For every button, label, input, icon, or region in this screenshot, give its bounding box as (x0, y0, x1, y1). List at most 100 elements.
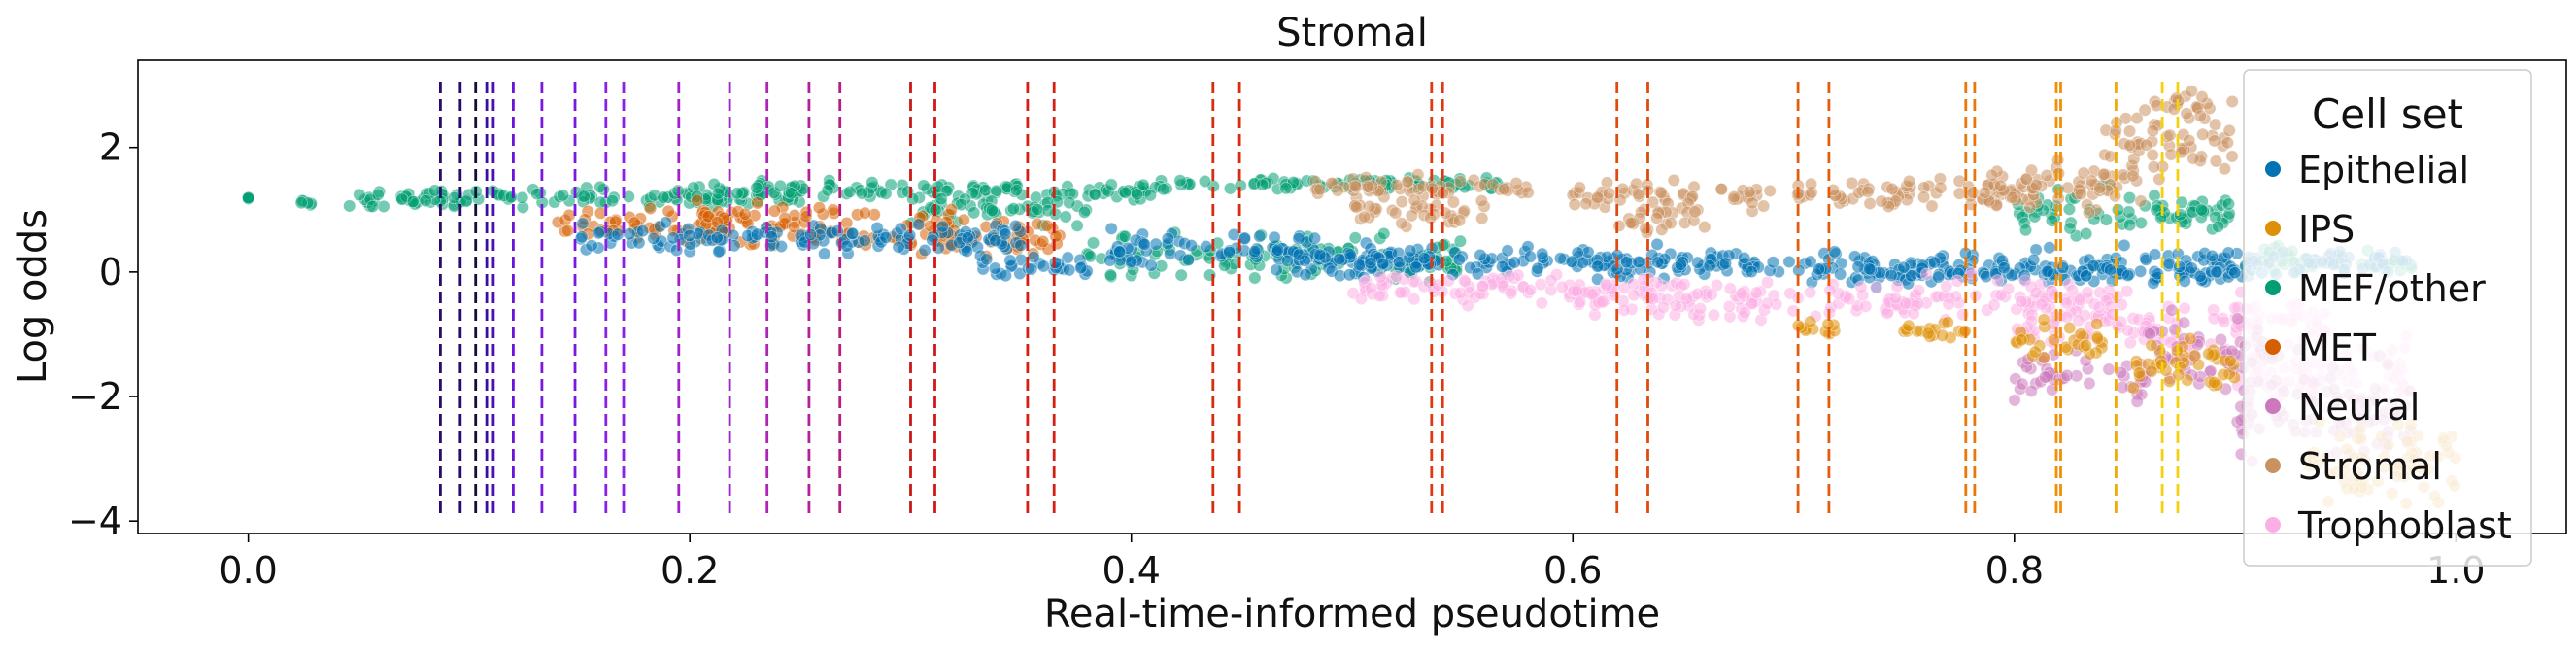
scatter-point (2077, 166, 2090, 180)
scatter-point (1348, 179, 1362, 192)
scatter-point (2214, 332, 2227, 347)
scatter-point (516, 190, 529, 204)
scatter-point (1411, 168, 1425, 182)
scatter-point (1348, 231, 1362, 245)
scatter-point (944, 202, 959, 217)
scatter-point (1137, 237, 1151, 251)
legend-marker (2265, 339, 2281, 355)
scatter-point (2063, 222, 2077, 235)
scatter-point (803, 227, 818, 242)
scatter-point (1453, 175, 1467, 189)
scatter-point (1617, 303, 1631, 317)
scatter-point (1365, 281, 1378, 294)
scatter-point (2015, 294, 2028, 308)
scatter-point (1941, 315, 1954, 329)
scatter-point (2074, 187, 2087, 201)
scatter-point (242, 190, 255, 205)
scatter-point (1921, 327, 1935, 340)
scatter-point (1936, 328, 1949, 342)
scatter-point (1854, 280, 1868, 293)
scatter-point (2006, 190, 2019, 204)
scatter-point (1508, 256, 1521, 269)
scatter-point (1746, 196, 1759, 210)
scatter-point (1579, 197, 1593, 211)
scatter-point (2195, 90, 2209, 104)
scatter-point (1362, 180, 1375, 193)
scatter-point (978, 184, 993, 197)
scatter-point (730, 187, 744, 200)
scatter-point (1474, 194, 1489, 208)
scatter-point (773, 179, 788, 192)
scatter-point (2193, 269, 2207, 283)
scatter-point (647, 231, 661, 245)
scatter-point (751, 196, 764, 210)
scatter-point (1565, 255, 1578, 268)
scatter-point (2185, 85, 2198, 98)
scatter-point (894, 222, 907, 235)
scatter-point (1248, 245, 1262, 259)
scatter-point (2103, 263, 2118, 277)
scatter-point (1501, 244, 1514, 258)
scatter-point (2180, 107, 2193, 121)
scatter-point (1978, 186, 1991, 199)
scatter-point (575, 230, 589, 244)
scatter-point (1161, 231, 1175, 246)
scatter-point (2082, 206, 2096, 220)
scatter-point (1523, 250, 1538, 263)
scatter-point (2074, 328, 2087, 341)
scatter-point (585, 239, 598, 253)
scatter-point (879, 230, 893, 244)
scatter-point (917, 179, 931, 192)
scatter-point (2120, 285, 2134, 298)
scatter-point (1509, 176, 1523, 190)
scatter-point (2018, 224, 2033, 237)
scatter-point (2178, 274, 2191, 288)
scatter-point (1409, 260, 1423, 274)
scatter-point (1812, 262, 1826, 276)
scatter-point (980, 253, 994, 266)
scatter-point (1966, 186, 1980, 199)
scatter-point (818, 247, 831, 260)
scatter-point (2173, 259, 2186, 273)
scatter-point (1950, 274, 1964, 288)
scatter-point (1453, 214, 1467, 227)
scatter-point (990, 184, 1003, 197)
legend-box (2243, 69, 2532, 567)
scatter-point (2183, 133, 2196, 148)
scatter-point (2103, 150, 2117, 163)
scatter-point (1763, 184, 1777, 197)
scatter-point (1143, 189, 1158, 202)
scatter-point (1059, 210, 1072, 224)
scatter-point (1738, 305, 1751, 320)
scatter-point (577, 190, 591, 203)
scatter-point (1942, 297, 1955, 311)
scatter-point (1875, 194, 1888, 208)
scatter-point (1063, 263, 1076, 277)
scatter-point (1612, 219, 1626, 232)
scatter-point (1008, 219, 1023, 233)
scatter-point (918, 243, 932, 258)
scatter-point (371, 188, 385, 201)
scatter-point (1070, 219, 1084, 232)
scatter-point (1358, 210, 1372, 224)
scatter-point (830, 224, 844, 238)
scatter-point (2132, 366, 2146, 380)
scatter-point (1041, 204, 1055, 218)
scatter-point (1373, 289, 1386, 302)
scatter-point (2130, 395, 2144, 408)
scatter-point (1651, 256, 1665, 269)
scatter-point (1987, 298, 2001, 312)
scatter-point (1691, 287, 1705, 300)
scatter-point (1902, 319, 1915, 332)
scatter-point (1453, 286, 1468, 300)
scatter-point (2225, 150, 2239, 163)
scatter-point (1925, 199, 1939, 213)
x-tick-label: 0.2 (661, 549, 719, 592)
scatter-point (2029, 286, 2043, 299)
scatter-point (2186, 152, 2200, 165)
scatter-point (738, 207, 752, 221)
chart-title: Stromal (1276, 11, 1428, 55)
scatter-point (343, 199, 356, 213)
scatter-point (2116, 380, 2129, 395)
scatter-point (764, 230, 779, 244)
